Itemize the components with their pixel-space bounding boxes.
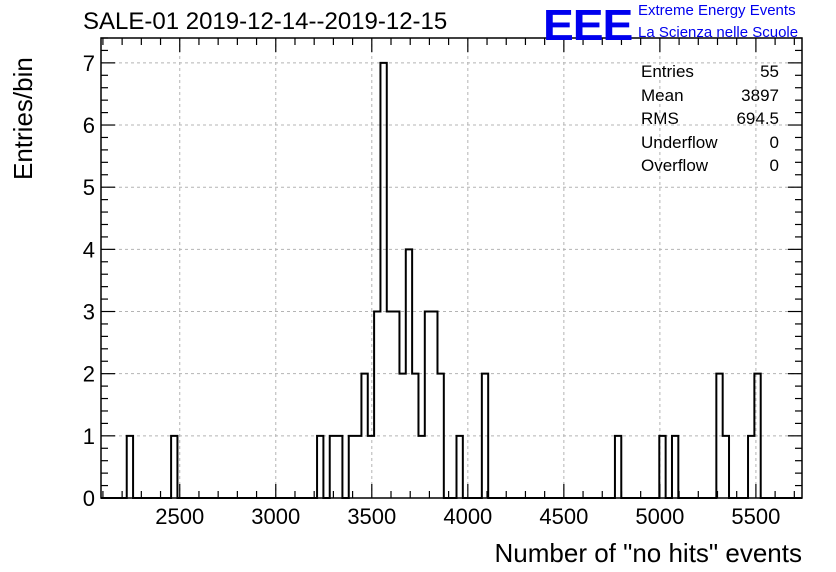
- histogram-bin: [127, 436, 133, 498]
- histogram-bin: [349, 436, 355, 498]
- stats-row-rms: RMS 694.5: [641, 107, 779, 131]
- y-tick-label: 3: [83, 300, 95, 325]
- x-tick-label: 4000: [443, 504, 492, 529]
- y-tick-label: 0: [83, 486, 95, 511]
- logo-line-2: La Scienza nelle Scuole: [638, 24, 798, 41]
- eee-logo: EEE: [543, 1, 632, 51]
- stats-value: 694.5: [736, 107, 779, 131]
- stats-label: RMS: [641, 107, 679, 131]
- histogram-bin: [171, 436, 177, 498]
- histogram-bin: [368, 436, 374, 498]
- histogram-bin: [406, 249, 412, 498]
- y-tick-label: 7: [83, 51, 95, 76]
- histogram-bin: [374, 312, 380, 498]
- x-tick-label: 5500: [731, 504, 780, 529]
- chart-title: SALE-01 2019-12-14--2019-12-15: [83, 8, 447, 36]
- histogram-bin: [437, 374, 443, 498]
- histogram-bin: [393, 312, 399, 498]
- histogram-bin: [456, 436, 462, 498]
- stats-label: Mean: [641, 84, 684, 108]
- histogram-bin: [615, 436, 621, 498]
- x-tick-label: 3000: [251, 504, 300, 529]
- stats-value: 55: [760, 60, 779, 84]
- histogram-bin: [317, 436, 323, 498]
- stats-label: Entries: [641, 60, 694, 84]
- stats-label: Overflow: [641, 154, 708, 178]
- histogram-bin: [716, 374, 722, 498]
- y-tick-label: 1: [83, 424, 95, 449]
- stats-row-underflow: Underflow 0: [641, 131, 779, 155]
- histogram-bin: [748, 436, 754, 498]
- x-tick-label: 5000: [635, 504, 684, 529]
- histogram-bin: [355, 436, 361, 498]
- histogram-bin: [425, 312, 431, 498]
- histogram-bin: [672, 436, 678, 498]
- y-axis-label: Entries/bin: [8, 57, 39, 180]
- stats-value: 3897: [741, 84, 779, 108]
- stats-box: Entries 55 Mean 3897 RMS 694.5 Underflow 0 O…: [641, 60, 779, 178]
- histogram-bin: [723, 436, 729, 498]
- stats-value: 0: [770, 154, 779, 178]
- histogram-bin: [431, 312, 437, 498]
- histogram-bin: [361, 374, 367, 498]
- histogram-bin: [754, 374, 760, 498]
- x-tick-label: 2500: [155, 504, 204, 529]
- x-tick-label: 4500: [539, 504, 588, 529]
- histogram-bin: [380, 63, 386, 498]
- stats-value: 0: [770, 131, 779, 155]
- histogram-bin: [336, 436, 342, 498]
- stats-row-entries: Entries 55: [641, 60, 779, 84]
- y-tick-label: 2: [83, 362, 95, 387]
- y-tick-label: 4: [83, 237, 95, 262]
- y-tick-label: 5: [83, 175, 95, 200]
- x-axis-label: Number of "no hits" events: [495, 538, 803, 569]
- stats-label: Underflow: [641, 131, 718, 155]
- logo-line-1: Extreme Energy Events: [638, 2, 796, 19]
- histogram-bin: [412, 374, 418, 498]
- histogram-bin: [399, 374, 405, 498]
- histogram-bin: [482, 374, 488, 498]
- y-tick-label: 6: [83, 113, 95, 138]
- x-tick-label: 3500: [347, 504, 396, 529]
- histogram-bin: [387, 312, 393, 498]
- histogram-bin: [330, 436, 336, 498]
- stats-row-mean: Mean 3897: [641, 84, 779, 108]
- histogram-bin: [418, 436, 424, 498]
- stats-row-overflow: Overflow 0: [641, 154, 779, 178]
